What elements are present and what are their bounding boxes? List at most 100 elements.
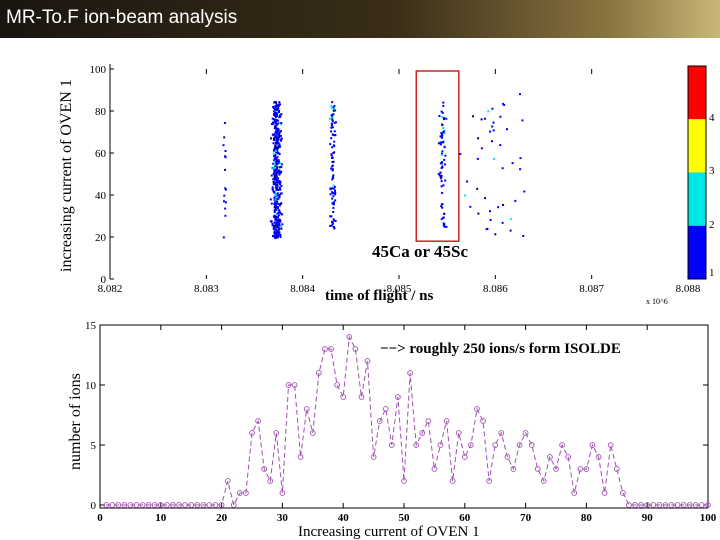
scatter-point xyxy=(275,176,278,179)
scatter-point xyxy=(332,174,335,177)
scatter-point xyxy=(274,198,277,201)
series-point xyxy=(157,502,164,508)
scatter-point xyxy=(331,126,334,129)
scatter-point xyxy=(506,128,508,131)
scatter-point xyxy=(276,170,279,173)
scatter-point xyxy=(224,150,227,152)
scatter-point xyxy=(333,121,336,124)
series-point xyxy=(382,406,389,412)
scatter-point xyxy=(440,203,443,206)
line-plot: 0 5 10 15 0 10 20 30 40 50 60 70 80 90 100 −−> roughl… xyxy=(67,320,717,540)
scatter-point xyxy=(330,126,333,129)
scatter-point xyxy=(275,183,278,186)
scatter-point xyxy=(277,119,280,122)
scatter-point xyxy=(332,195,335,198)
scatter-point xyxy=(334,190,336,193)
scatter-point xyxy=(276,183,279,186)
scatter-point xyxy=(273,211,276,214)
scatter-point xyxy=(272,152,275,155)
y-tick-label: 100 xyxy=(90,64,107,76)
scatter-point xyxy=(275,119,278,122)
scatter-point xyxy=(477,137,480,140)
scatter-point xyxy=(440,177,443,180)
scatter-point xyxy=(276,230,279,233)
scatter-point xyxy=(492,129,495,132)
series-point xyxy=(553,466,559,472)
scatter-point xyxy=(273,174,276,177)
series-point xyxy=(468,442,474,448)
scatter-point xyxy=(277,141,279,144)
scatter-point xyxy=(280,202,282,205)
scatter-point xyxy=(273,159,276,162)
scatter-point xyxy=(273,113,275,116)
scatter-point xyxy=(335,121,337,124)
scatter-point xyxy=(275,138,278,141)
scatter-point xyxy=(331,224,333,227)
scatter-point xyxy=(278,218,281,221)
scatter-point xyxy=(280,170,283,173)
scatter-point xyxy=(274,178,276,181)
series-point xyxy=(413,442,420,448)
series-point xyxy=(297,454,304,460)
scatter-point xyxy=(273,139,275,141)
series-point xyxy=(133,502,140,508)
scatter-point xyxy=(274,233,277,236)
scatter-point xyxy=(519,93,521,96)
series-point xyxy=(443,418,450,424)
series-point xyxy=(461,454,468,460)
scatter-point xyxy=(476,157,479,160)
scatter-point xyxy=(274,121,277,124)
scatter-y-ticks: 0 20 40 60 80 100 xyxy=(90,64,114,286)
scatter-point xyxy=(443,117,446,120)
scatter-point xyxy=(275,159,278,162)
scatter-point xyxy=(502,102,505,105)
scatter-point xyxy=(271,186,274,189)
scatter-point xyxy=(330,122,333,125)
scatter-point xyxy=(444,163,446,166)
series-point xyxy=(492,442,499,448)
scatter-point xyxy=(278,132,281,135)
scatter-point xyxy=(330,215,333,218)
scatter-point xyxy=(272,107,275,109)
scatter-point xyxy=(272,122,275,125)
scatter-point xyxy=(279,233,282,236)
scatter-point xyxy=(271,224,274,227)
scatter-point xyxy=(480,118,483,121)
scatter-point xyxy=(441,116,444,118)
scatter-point xyxy=(277,135,280,138)
scatter-point xyxy=(334,134,337,137)
highlight-box xyxy=(415,70,460,242)
scatter-point xyxy=(442,216,445,219)
scatter-point xyxy=(278,186,281,189)
scatter-point xyxy=(274,160,277,163)
series-point xyxy=(243,490,249,496)
scatter-point xyxy=(440,205,443,208)
scatter-point xyxy=(443,158,446,161)
scatter-point xyxy=(440,154,443,157)
scatter-point xyxy=(333,227,336,230)
scatter-point xyxy=(509,218,512,221)
scatter-point xyxy=(334,109,337,112)
scatter-point xyxy=(278,228,281,231)
scatter-point xyxy=(472,115,474,118)
scatter-point xyxy=(279,235,282,238)
series-point xyxy=(121,502,128,508)
colorbar-tick-label: 1 xyxy=(709,267,715,279)
series-point xyxy=(303,406,310,412)
scatter-point xyxy=(270,202,273,205)
line-annotation: −−> roughly 250 ions/s form ISOLDE xyxy=(380,341,621,357)
scatter-point xyxy=(223,122,226,124)
scatter-point xyxy=(443,132,446,135)
series-point xyxy=(249,430,255,436)
scatter-point xyxy=(332,226,335,228)
scatter-point xyxy=(444,154,447,157)
series-point xyxy=(322,346,328,352)
y-tick-label: 20 xyxy=(95,232,107,244)
scatter-point xyxy=(441,191,444,194)
x-tick-label: 30 xyxy=(277,512,289,524)
scatter-point xyxy=(274,228,277,231)
scatter-x-ticks: 8.082 8.083 8.084 8.085 8.086 8.087 8.088 xyxy=(98,69,701,295)
series-point xyxy=(656,502,663,508)
scatter-point xyxy=(275,108,278,111)
x-tick-label: 100 xyxy=(700,512,717,524)
